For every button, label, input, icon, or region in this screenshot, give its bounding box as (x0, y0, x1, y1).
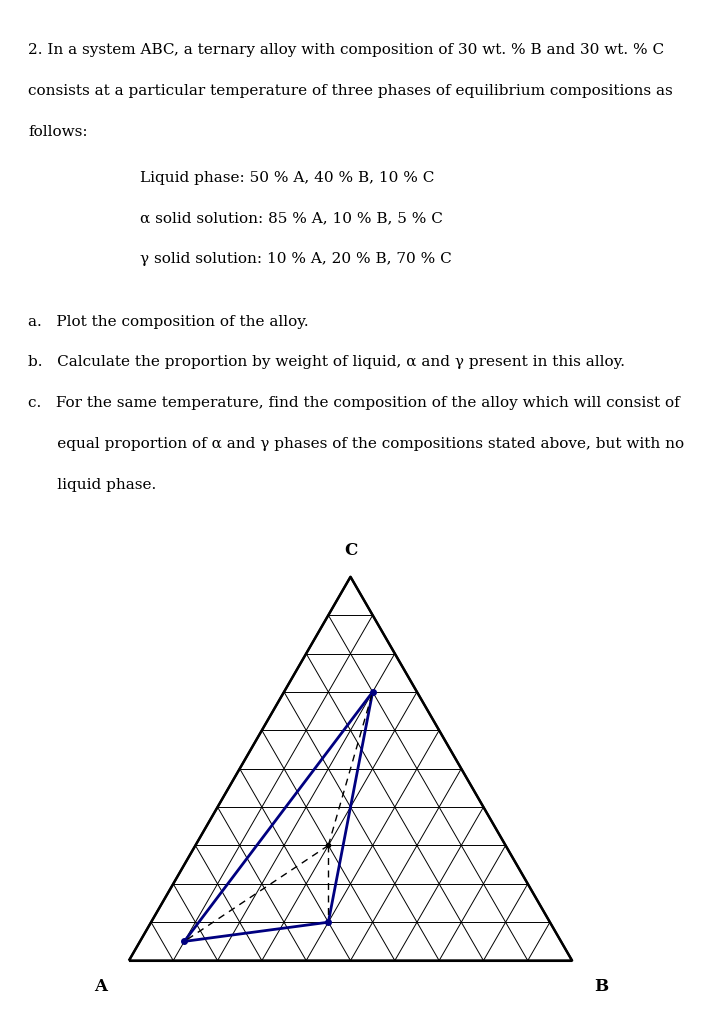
Text: γ solid solution: 10 % A, 20 % B, 70 % C: γ solid solution: 10 % A, 20 % B, 70 % C (140, 252, 452, 266)
Text: c.   For the same temperature, find the composition of the alloy which will cons: c. For the same temperature, find the co… (28, 396, 680, 411)
Text: a.   Plot the composition of the alloy.: a. Plot the composition of the alloy. (28, 314, 308, 329)
Text: liquid phase.: liquid phase. (28, 477, 156, 492)
Text: Liquid phase: 50 % A, 40 % B, 10 % C: Liquid phase: 50 % A, 40 % B, 10 % C (140, 171, 435, 185)
Text: b.   Calculate the proportion by weight of liquid, α and γ present in this alloy: b. Calculate the proportion by weight of… (28, 355, 625, 370)
Text: consists at a particular temperature of three phases of equilibrium compositions: consists at a particular temperature of … (28, 84, 673, 98)
Text: equal proportion of α and γ phases of the compositions stated above, but with no: equal proportion of α and γ phases of th… (28, 437, 684, 451)
Text: C: C (344, 542, 357, 559)
Text: α solid solution: 85 % A, 10 % B, 5 % C: α solid solution: 85 % A, 10 % B, 5 % C (140, 212, 443, 225)
Text: B: B (594, 978, 608, 995)
Text: 2. In a system ABC, a ternary alloy with composition of 30 wt. % B and 30 wt. % : 2. In a system ABC, a ternary alloy with… (28, 43, 664, 57)
Text: follows:: follows: (28, 125, 88, 139)
Text: A: A (94, 978, 107, 995)
